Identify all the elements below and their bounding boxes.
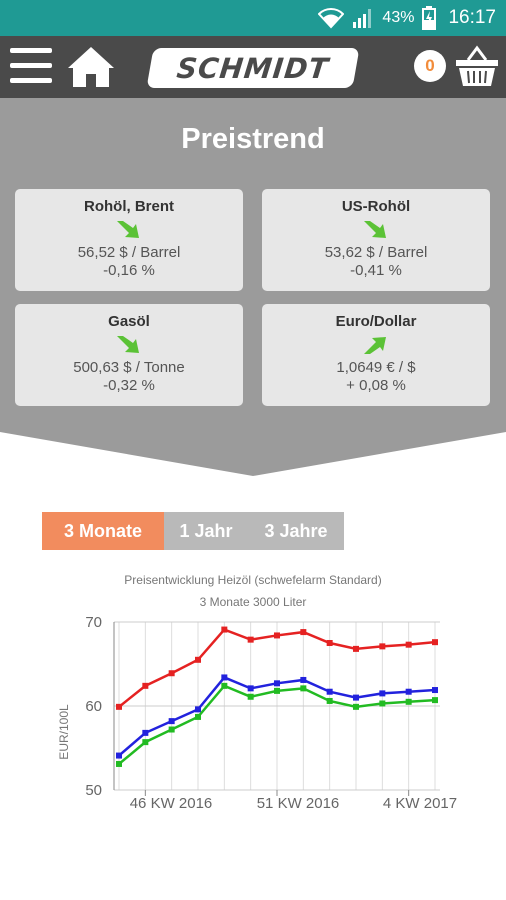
card-change: -0,32 % <box>103 377 155 394</box>
trend-up-arrow-icon <box>262 332 490 358</box>
data-point[interactable] <box>300 629 307 636</box>
data-point[interactable] <box>142 682 149 689</box>
data-point[interactable] <box>353 645 359 652</box>
data-point[interactable] <box>221 626 228 633</box>
data-point[interactable] <box>405 698 412 705</box>
home-icon <box>68 47 114 87</box>
chart-title: Preisentwicklung Heizöl (schwefelarm Sta… <box>124 573 381 587</box>
data-point[interactable] <box>326 697 333 704</box>
cart-button[interactable] <box>454 44 500 90</box>
data-point[interactable] <box>326 688 333 695</box>
basket-icon <box>456 45 498 86</box>
data-point[interactable] <box>247 636 254 643</box>
card-change: + 0,08 % <box>346 377 406 394</box>
price-card-us-oil[interactable]: US-Rohöl 53,62 $ / Barrel -0,41 % <box>262 189 490 291</box>
price-card-gasoil[interactable]: Gasöl 500,63 $ / Tonne -0,32 % <box>15 304 243 406</box>
data-point[interactable] <box>300 676 307 683</box>
card-name: US-Rohöl <box>341 198 411 215</box>
data-point[interactable] <box>379 700 386 707</box>
card-name: Rohöl, Brent <box>84 198 174 215</box>
data-point[interactable] <box>116 703 122 710</box>
preistrend-panel: Preistrend Rohöl, Brent 56,52 $ / Barrel… <box>0 98 506 476</box>
price-card-euro-dollar[interactable]: Euro/Dollar 1,0649 € / $ + 0,08 % <box>262 304 490 406</box>
data-point[interactable] <box>405 688 412 695</box>
data-point[interactable] <box>405 641 412 648</box>
data-point[interactable] <box>300 685 307 692</box>
battery-percent: 43% <box>382 9 415 26</box>
chart-series <box>116 626 438 767</box>
data-point[interactable] <box>116 752 122 759</box>
data-point[interactable] <box>221 682 228 689</box>
y-axis-label: EUR/100L <box>57 704 71 760</box>
data-point[interactable] <box>247 693 254 700</box>
card-price: 1,0649 € / $ <box>336 359 416 376</box>
cart-count-badge: 0 <box>414 50 446 82</box>
price-chart: Preisentwicklung Heizöl (schwefelarm Sta… <box>0 560 506 830</box>
menu-button[interactable] <box>8 44 54 90</box>
y-tick-label-70: 70 <box>85 614 102 631</box>
data-point[interactable] <box>195 656 201 663</box>
data-point[interactable] <box>274 687 280 694</box>
price-card-brent[interactable]: Rohöl, Brent 56,52 $ / Barrel -0,16 % <box>15 189 243 291</box>
data-point[interactable] <box>168 718 175 725</box>
chart-subtitle: 3 Monate 3000 Liter <box>200 595 307 609</box>
data-point[interactable] <box>432 697 438 704</box>
signal-icon <box>353 9 372 28</box>
data-point[interactable] <box>326 640 333 646</box>
data-point[interactable] <box>274 632 280 639</box>
status-bar: 43% 16:17 <box>0 0 506 36</box>
trend-down-arrow-icon <box>262 217 490 243</box>
tab-3-jahre[interactable]: 3 Jahre <box>248 512 344 550</box>
data-point[interactable] <box>379 690 386 697</box>
data-point[interactable] <box>379 643 386 650</box>
card-name: Euro/Dollar <box>335 313 417 330</box>
card-price: 56,52 $ / Barrel <box>77 244 181 261</box>
battery-charging-icon <box>422 6 437 30</box>
tab-1-jahr[interactable]: 1 Jahr <box>164 512 248 550</box>
data-point[interactable] <box>247 685 254 692</box>
data-point[interactable] <box>142 729 149 736</box>
data-point[interactable] <box>142 739 149 746</box>
y-tick-label-50: 50 <box>85 782 102 799</box>
card-price: 500,63 $ / Tonne <box>73 359 185 376</box>
data-point[interactable] <box>274 680 280 687</box>
panel-title: Preistrend <box>181 123 325 155</box>
y-tick-label-60: 60 <box>85 698 102 715</box>
data-point[interactable] <box>221 674 228 681</box>
period-tabs: 3 Monate 1 Jahr 3 Jahre <box>42 512 344 550</box>
data-point[interactable] <box>432 639 438 646</box>
data-point[interactable] <box>168 670 175 677</box>
trend-down-arrow-icon <box>15 332 243 358</box>
data-point[interactable] <box>432 687 438 694</box>
price-chart-svg: Preisentwicklung Heizöl (schwefelarm Sta… <box>57 573 457 812</box>
wifi-icon <box>318 8 345 29</box>
tab-3-monate[interactable]: 3 Monate <box>42 512 164 550</box>
clock: 16:17 <box>448 7 496 28</box>
chart-grid <box>113 621 440 796</box>
trend-down-arrow-icon <box>15 217 243 243</box>
data-point[interactable] <box>195 706 201 713</box>
card-name: Gasöl <box>108 313 150 330</box>
card-price: 53,62 $ / Barrel <box>324 244 428 261</box>
status-icons: 43% 16:17 <box>318 0 496 36</box>
data-point[interactable] <box>116 760 122 767</box>
home-button[interactable] <box>66 44 116 90</box>
data-point[interactable] <box>353 694 359 701</box>
card-change: -0,16 % <box>103 262 155 279</box>
card-change: -0,41 % <box>350 262 402 279</box>
data-point[interactable] <box>195 713 201 720</box>
x-tick-label-51kw: 51 KW 2016 <box>257 795 340 812</box>
schmidt-logo[interactable]: SCHMIDT <box>146 48 360 88</box>
x-tick-label-4kw: 4 KW 2017 <box>383 795 457 812</box>
x-tick-label-46kw: 46 KW 2016 <box>130 795 213 812</box>
app-header: SCHMIDT 0 <box>0 36 506 98</box>
data-point[interactable] <box>353 703 359 710</box>
data-point[interactable] <box>168 726 175 733</box>
